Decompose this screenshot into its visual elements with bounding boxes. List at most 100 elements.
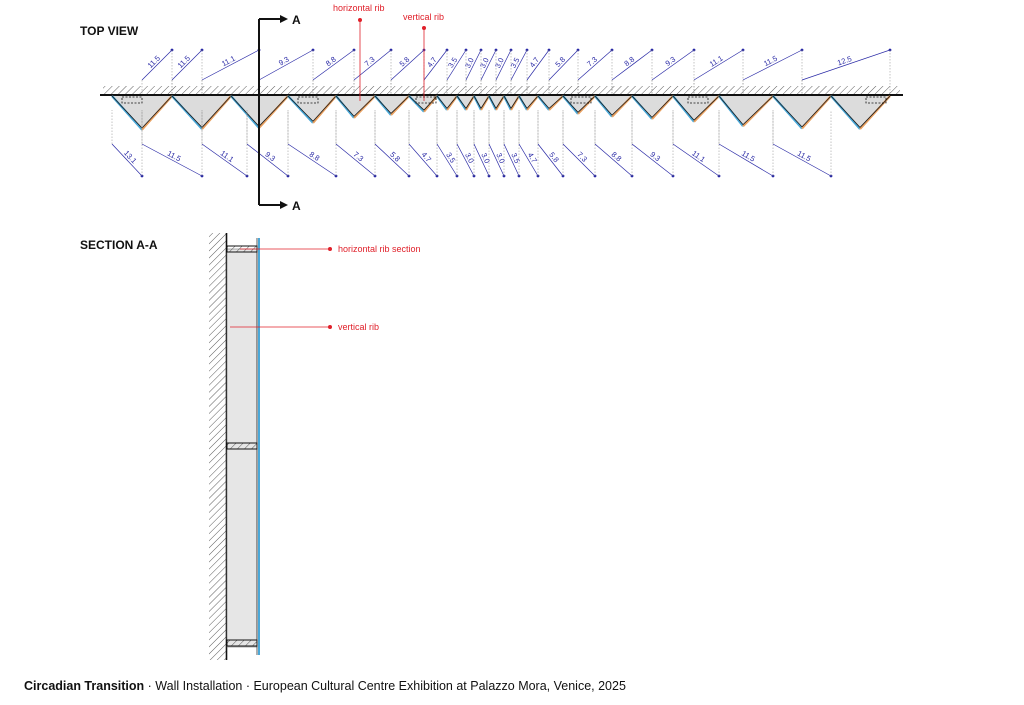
panel-edge [718,95,744,125]
upper-dimension: 9.3 [651,48,696,94]
dimension-label: 9.3 [648,150,662,164]
dimension-line [287,143,337,177]
lower-dimension: 5.8 [537,110,565,178]
callout-vertical-rib-section-label: vertical rib [338,322,379,332]
panel-edge [111,95,143,129]
dimension-label: 4.7 [526,151,539,165]
dimension-label: 3.5 [509,56,522,69]
panel-edge [390,95,410,114]
dimension-line [801,49,891,81]
callout-horizontal-rib: horizontal rib [333,3,385,101]
dimension-label: 4.7 [420,150,434,164]
dimension-label: 11.1 [220,54,237,69]
dimension-line [456,143,475,177]
dimension-line [408,143,438,177]
rib-bracket [297,96,319,104]
panel-edge [258,95,289,127]
dimension-label: 4.7 [528,55,541,69]
panel-edge [446,95,458,109]
rib-bracket [570,96,592,104]
dimension-line [526,49,550,81]
section-mark-top: A [292,13,301,27]
lower-dimension: 4.7 [518,110,540,178]
panel-edge [141,95,173,129]
dimension-label: 3.0 [494,151,507,164]
rib-bracket [415,96,437,104]
callout-vertical-rib-section: vertical rib [230,322,379,332]
dimension-label: 5.8 [553,55,567,69]
dimension-line [480,49,497,81]
lower-dimension: 3.0 [456,110,476,178]
dimension-label: 3.0 [479,151,492,164]
dimension-line [742,49,803,81]
horizontal-rib-section-bottom [226,639,258,647]
panel-edge [594,95,613,116]
dimension-label: 3.0 [463,151,476,164]
dimension-label: 11.5 [796,149,813,164]
dimension-line [141,49,173,81]
dimension-line [436,143,458,177]
panel-edge [436,95,448,109]
panel-edge [488,95,497,109]
lower-dimension: 5.8 [374,110,411,178]
dimension-line [201,143,248,177]
dimension-line [611,49,653,81]
panel-edge [456,95,467,109]
dimension-line [651,49,695,81]
panel-edge [859,95,891,128]
panel-edge [693,95,720,121]
panel-edge [537,95,550,109]
dimension-line [631,143,674,177]
dimension-line [423,49,448,81]
dimension-label: 12.5 [836,54,853,67]
panel-edge [631,95,653,118]
dimension-line [353,49,392,81]
dimension-label: 8.8 [622,55,636,68]
panel-edge [830,95,861,128]
top-view: 11.5 11.5 11.1 9.3 8.8 7.3 5.8 4.7 3.5 3.0 3.0 3.0 3… [100,3,903,213]
dimension-label: 11.5 [166,149,183,164]
panel-edge [287,95,314,122]
dimension-label: 3.0 [478,56,491,69]
section-mark-bottom: A [292,199,301,213]
panel-edge [548,95,564,109]
panel-edge [201,95,232,128]
panel-edge [526,95,539,109]
dimension-label: 9.3 [664,55,678,68]
dimension-line [171,49,203,81]
dimension-line [510,49,528,81]
dimension-label: 5.8 [547,150,561,164]
dimension-label: 11.5 [146,54,162,70]
panel-edge [611,95,633,116]
dimension-line [548,49,579,81]
dimension-label: 8.8 [324,55,338,68]
caption: Circadian Transition · Wall Installation… [24,679,626,693]
upper-dimensions: 11.5 11.5 11.1 9.3 8.8 7.3 5.8 4.7 3.5 3.0 3.0 3.0 3… [141,48,892,94]
upper-dimension: 8.8 [611,48,654,94]
lower-dimension: 4.7 [408,110,439,178]
dimension-line [495,49,512,81]
dimension-label: 11.5 [762,54,779,68]
dimension-label: 5.8 [398,55,412,69]
panel-edge [562,95,579,113]
callout-vertical-rib-label: vertical rib [403,12,444,22]
horizontal-rib-section-mid [226,442,258,450]
dimension-line [374,143,410,177]
dimension-label: 7.3 [363,55,377,69]
lower-dimension: 7.3 [335,110,377,178]
panel-edge [495,95,505,109]
dimension-line [503,143,520,177]
panel-edge [374,95,392,114]
panel-edge [473,95,482,109]
panel-edge [230,95,260,127]
panel-edge [577,95,596,113]
caption-description: · Wall Installation · European Cultural … [144,679,626,693]
dimension-label: 3.5 [444,151,457,165]
dimension-line [141,143,203,177]
panel-edge [510,95,520,109]
dimension-label: 11.1 [219,149,236,164]
panel-edge [312,95,337,122]
dimension-label: 7.3 [351,150,365,164]
dimension-line [465,49,482,81]
